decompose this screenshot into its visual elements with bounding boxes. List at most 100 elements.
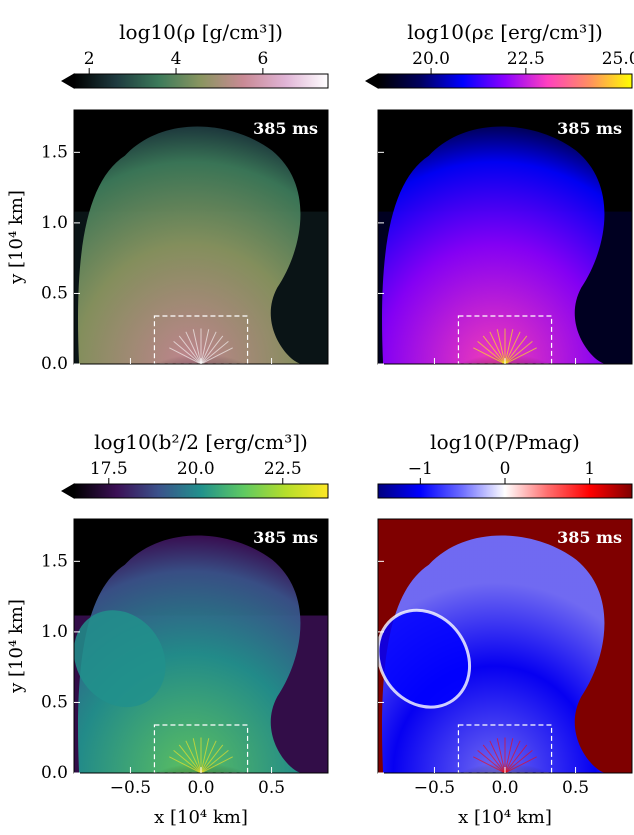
heatmap [74, 110, 328, 364]
colorbar-tick-label: 0 [500, 459, 511, 479]
core-ray [489, 331, 506, 364]
core-ray [192, 738, 202, 773]
y-tick-label: 1.0 [41, 213, 68, 233]
panel-bottom-left: log10(b²/2 [erg/cm³]) 17.5 20.0 22.5 385 ms 0… [6, 430, 329, 828]
colorbar-title: log10(ρε [erg/cm³]) [407, 20, 603, 44]
core-ray [482, 335, 506, 364]
colorbar-tick-label: 17.5 [90, 459, 128, 479]
core-ray [482, 744, 506, 773]
time-label: 385 ms [253, 528, 318, 547]
x-axis-label: x [10⁴ km] [154, 807, 248, 828]
core-ray [185, 740, 202, 773]
left-lobe [74, 610, 166, 708]
panel-top-left: log10(ρ [g/cm³]) 2 4 6 385 ms 0.0 0.5 1.0 1.5 y [… [6, 20, 329, 374]
colorbar [73, 73, 329, 89]
heatmap [74, 519, 328, 773]
y-tick-label: 0.0 [41, 763, 68, 783]
core-ray [200, 756, 233, 773]
time-label: 385 ms [557, 528, 622, 547]
panel-bottom-right: log10(P/Pmag) −1 0 1 385 ms −0.5 0.0 0.5 x [10⁴ … [377, 430, 633, 828]
core-ray [496, 738, 506, 773]
y-axis-label: y [10⁴ km] [6, 190, 27, 285]
x-tick-label: 0.5 [258, 778, 285, 798]
core-ray [504, 749, 533, 773]
x-tick-label: 0.5 [562, 778, 589, 798]
colorbar-extend-arrow [61, 73, 75, 89]
colorbar-extend-arrow [365, 73, 379, 89]
x-axis-label: x [10⁴ km] [458, 807, 552, 828]
colorbar [73, 483, 329, 499]
core-ray [178, 744, 202, 773]
colorbar-tick-label: 20.0 [177, 459, 215, 479]
core-ray [200, 329, 210, 364]
core-ray [496, 329, 506, 364]
core-ray [504, 331, 521, 364]
y-tick-label: 1.5 [41, 142, 68, 162]
core-ray [504, 335, 528, 364]
core-ray [200, 335, 224, 364]
core-ray [200, 738, 210, 773]
y-tick-label: 1.0 [41, 622, 68, 642]
core-ray [200, 740, 217, 773]
colorbar-tick-label: 6 [257, 49, 268, 69]
x-tick-label: −0.5 [414, 778, 455, 798]
core-ray [489, 740, 506, 773]
core-ray [185, 331, 202, 364]
y-tick-label: 1.5 [41, 551, 68, 571]
x-tick-label: −0.5 [110, 778, 151, 798]
core-ray [173, 340, 202, 364]
colorbar-title: log10(ρ [g/cm³]) [119, 20, 283, 44]
colorbar-tick-label: 25.0 [602, 49, 634, 69]
outflow-region [382, 126, 607, 364]
colorbar-tick-label: 22.5 [264, 459, 302, 479]
core-ray [473, 756, 506, 773]
core-ray [504, 340, 533, 364]
core-ray [200, 744, 224, 773]
outflow-region [382, 535, 607, 773]
colorbar-tick-label: −1 [408, 459, 433, 479]
y-tick-label: 0.5 [41, 692, 68, 712]
core-ray [200, 347, 233, 364]
core-ray [477, 340, 506, 364]
y-axis-label: y [10⁴ km] [6, 599, 27, 694]
heatmap [378, 519, 632, 773]
left-lobe-edge [378, 608, 472, 709]
colorbar-extend-arrow [61, 483, 75, 499]
panel-top-right: log10(ρε [erg/cm³]) 20.0 22.5 25.0 385 ms [365, 20, 634, 365]
colorbar-tick-label: 2 [84, 49, 95, 69]
colorbar [377, 73, 633, 89]
left-lobe [378, 610, 470, 708]
y-tick-label: 0.5 [41, 283, 68, 303]
core-ray [192, 329, 202, 364]
outflow-region [78, 126, 303, 364]
core-ray [178, 335, 202, 364]
core-ray [473, 347, 506, 364]
core-ray [504, 744, 528, 773]
core-ray [477, 749, 506, 773]
colorbar-title: log10(P/Pmag) [430, 430, 580, 454]
colorbar-tick-label: 1 [584, 459, 595, 479]
heatmap [378, 110, 632, 364]
core-ray [504, 738, 514, 773]
time-label: 385 ms [253, 119, 318, 138]
y-tick-label: 0.0 [41, 354, 68, 374]
x-tick-label: 0.0 [491, 778, 518, 798]
colorbar-tick-label: 20.0 [412, 49, 450, 69]
core-ray [169, 756, 202, 773]
core-ray [169, 347, 202, 364]
colorbar-tick-label: 4 [171, 49, 182, 69]
core-ray [504, 329, 514, 364]
outflow-region [78, 535, 303, 773]
colorbar-tick-label: 22.5 [507, 49, 545, 69]
core-ray [200, 331, 217, 364]
core-ray [504, 347, 537, 364]
x-tick-label: 0.0 [187, 778, 214, 798]
core-ray [200, 340, 229, 364]
time-label: 385 ms [557, 119, 622, 138]
core-ray [504, 756, 537, 773]
colorbar [377, 483, 633, 499]
core-ray [200, 749, 229, 773]
colorbar-title: log10(b²/2 [erg/cm³]) [94, 430, 308, 454]
core-ray [173, 749, 202, 773]
